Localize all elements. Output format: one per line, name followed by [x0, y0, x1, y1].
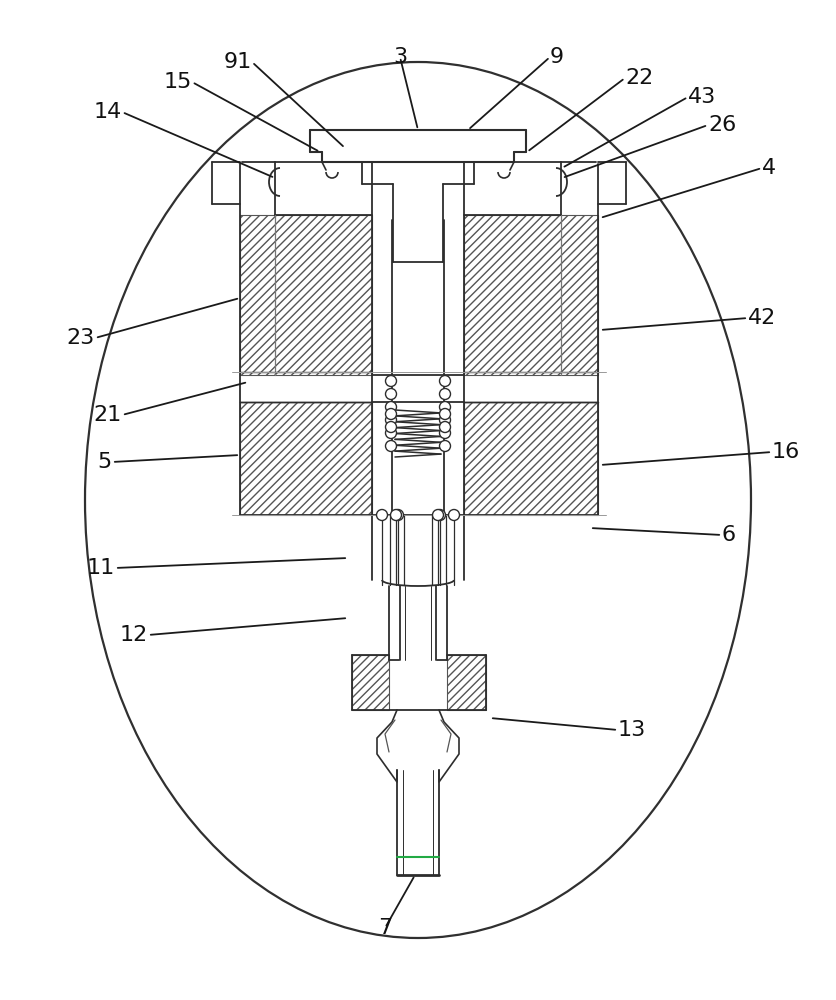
- Circle shape: [439, 422, 450, 432]
- Circle shape: [439, 388, 450, 399]
- Circle shape: [385, 440, 396, 452]
- Circle shape: [390, 510, 401, 520]
- Text: 3: 3: [392, 47, 406, 67]
- Circle shape: [439, 375, 450, 386]
- Text: 4: 4: [761, 158, 775, 178]
- Text: 26: 26: [707, 115, 736, 135]
- Polygon shape: [352, 655, 389, 710]
- Circle shape: [385, 414, 396, 426]
- Circle shape: [434, 510, 445, 520]
- Text: 42: 42: [747, 308, 775, 328]
- Polygon shape: [463, 215, 597, 375]
- Circle shape: [439, 428, 450, 438]
- Text: 91: 91: [223, 52, 252, 72]
- Circle shape: [385, 422, 396, 432]
- Circle shape: [376, 510, 387, 520]
- Text: 9: 9: [549, 47, 563, 67]
- Text: 12: 12: [120, 625, 148, 645]
- Circle shape: [439, 414, 450, 426]
- Text: 15: 15: [163, 72, 191, 92]
- Circle shape: [385, 401, 396, 412]
- Text: 22: 22: [624, 68, 652, 88]
- Polygon shape: [240, 215, 371, 375]
- Circle shape: [439, 408, 450, 420]
- Text: 5: 5: [98, 452, 112, 472]
- Circle shape: [385, 428, 396, 438]
- Circle shape: [448, 510, 459, 520]
- Circle shape: [392, 510, 403, 520]
- Text: 43: 43: [687, 87, 716, 107]
- Text: 16: 16: [771, 442, 799, 462]
- Text: 6: 6: [721, 525, 735, 545]
- Polygon shape: [446, 655, 486, 710]
- Circle shape: [385, 388, 396, 399]
- Text: 14: 14: [94, 102, 122, 122]
- Circle shape: [439, 440, 450, 452]
- Text: 13: 13: [617, 720, 645, 740]
- Polygon shape: [309, 130, 525, 162]
- Polygon shape: [463, 402, 597, 515]
- Circle shape: [385, 375, 396, 386]
- Circle shape: [385, 408, 396, 420]
- Text: 23: 23: [67, 328, 95, 348]
- Circle shape: [432, 510, 443, 520]
- Text: 7: 7: [378, 918, 391, 938]
- Text: 21: 21: [94, 405, 122, 425]
- Circle shape: [439, 401, 450, 412]
- Polygon shape: [240, 402, 371, 515]
- Text: 11: 11: [87, 558, 115, 578]
